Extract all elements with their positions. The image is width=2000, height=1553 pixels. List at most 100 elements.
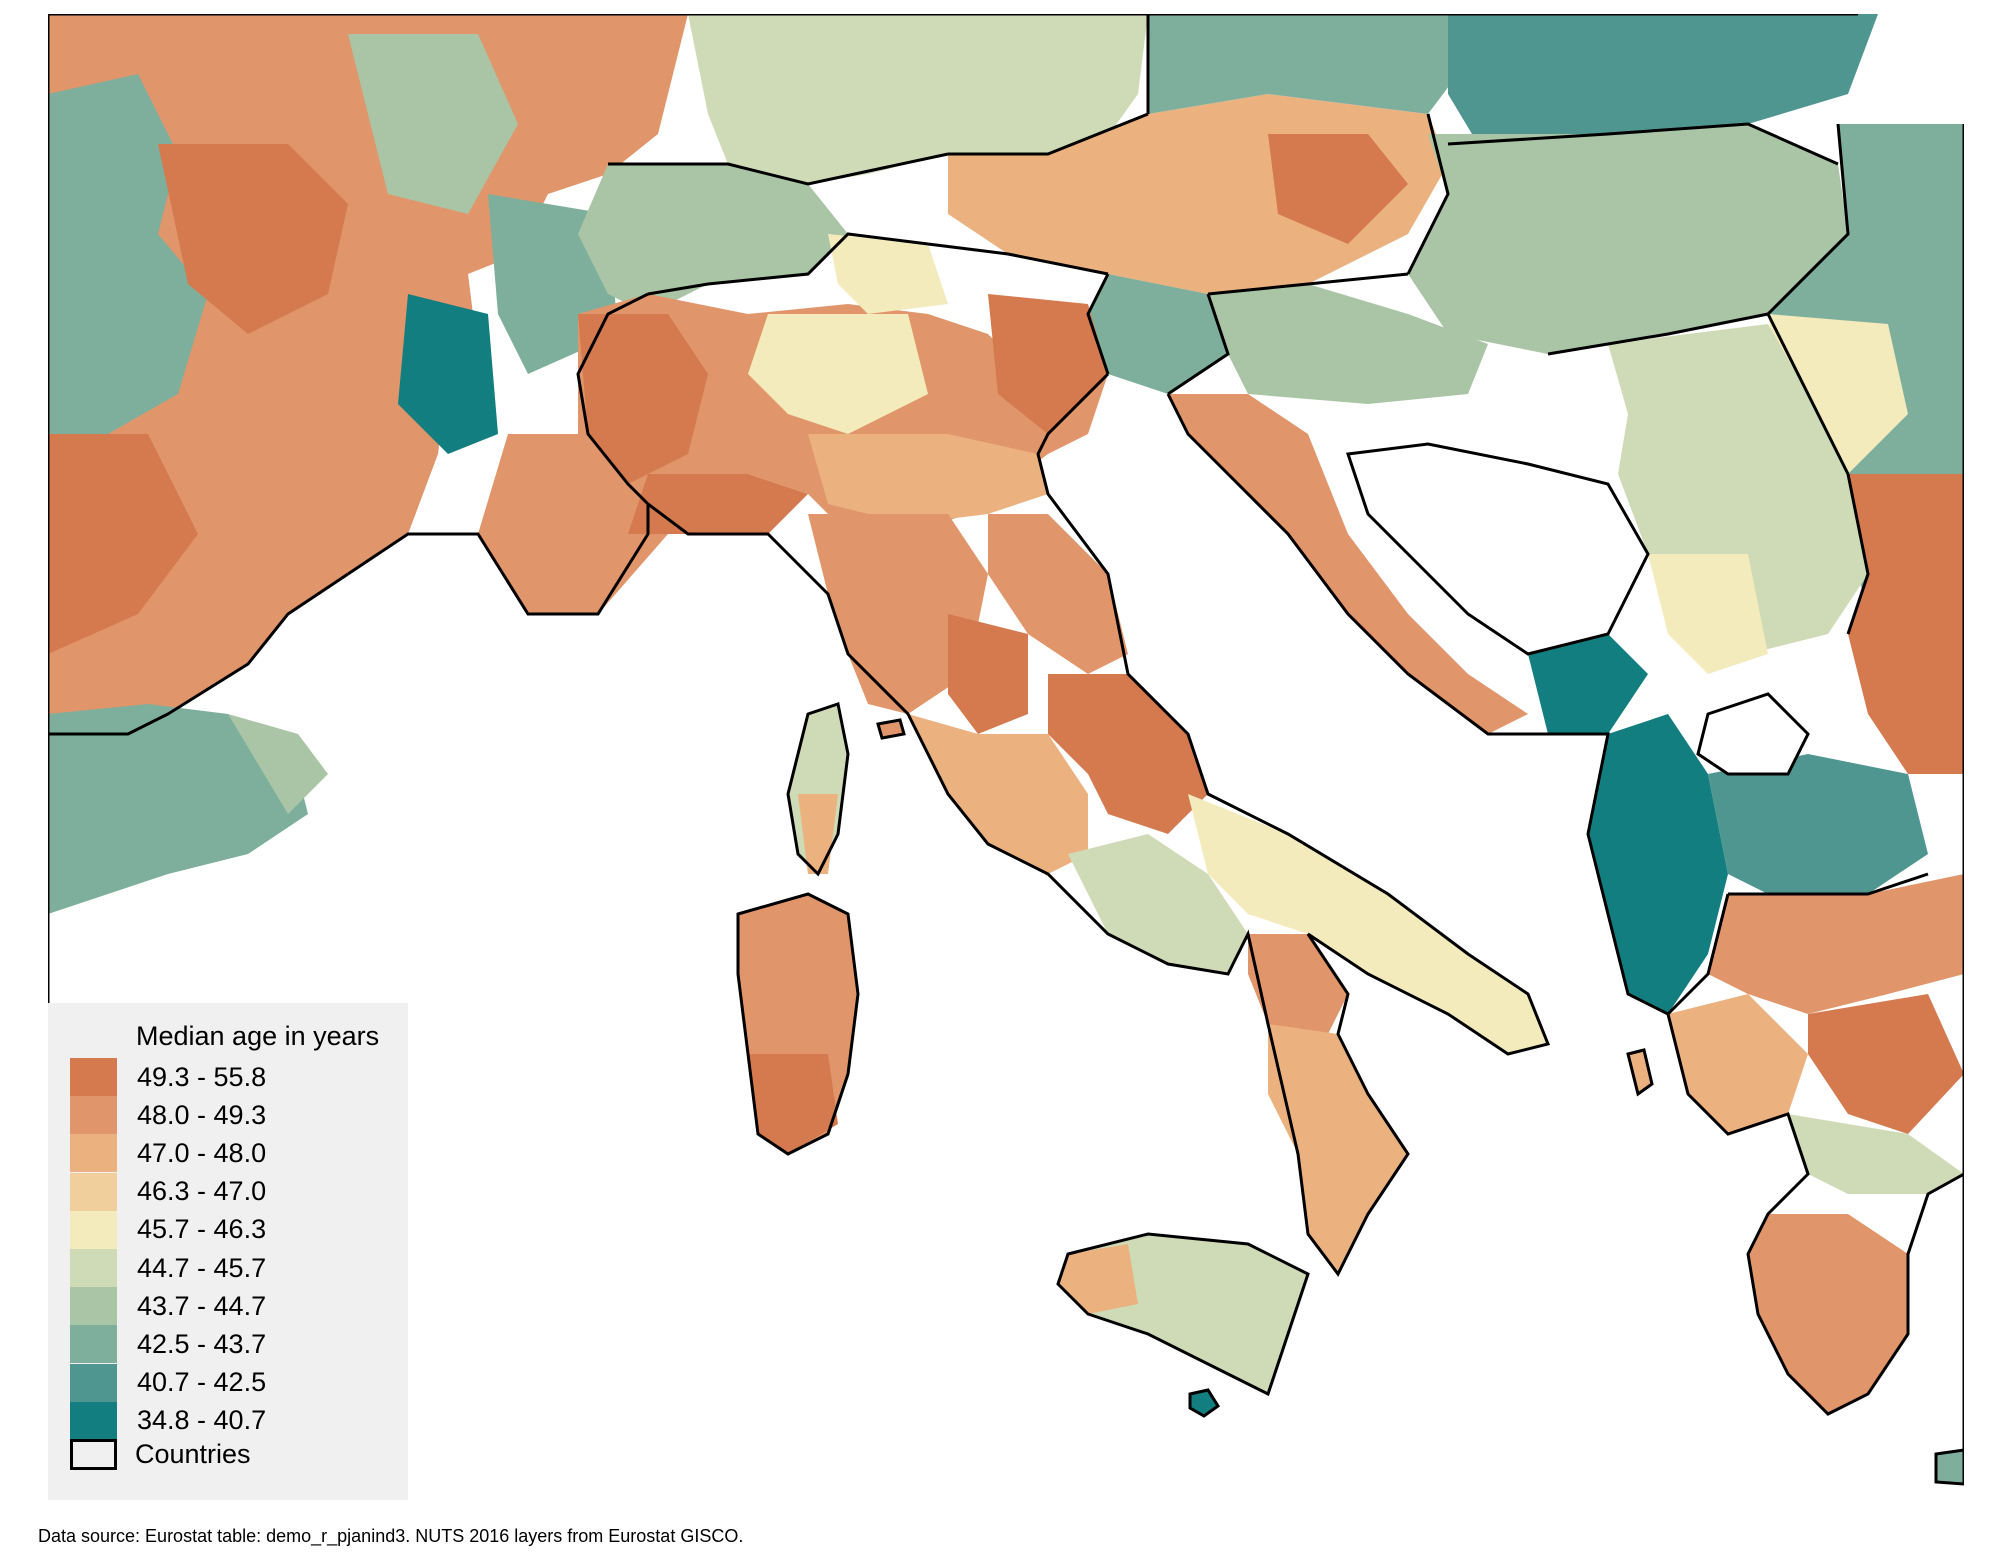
legend-class-row: 45.7 - 46.3 — [70, 1210, 267, 1249]
map-legend: Median age in years 49.3 - 55.8 48.0 - 49… — [48, 1003, 408, 1500]
coast-sicily — [1056, 1232, 1310, 1397]
legend-class-label: 44.7 - 45.7 — [137, 1252, 267, 1283]
legend-swatch — [70, 1325, 117, 1364]
region-montenegro — [1528, 634, 1648, 734]
region-lazio — [908, 714, 1088, 874]
region-catalonia — [228, 714, 328, 814]
legend-class-label: 48.0 - 49.3 — [137, 1099, 267, 1130]
region-france-southwest — [48, 434, 198, 654]
region-croatia-coast — [1168, 394, 1528, 734]
border-italy-austria — [927, 242, 1109, 276]
coast-adriatic-east — [1166, 393, 1964, 1416]
legend-class-row: 47.0 - 48.0 — [70, 1134, 267, 1173]
border-slovenia-croatia — [1167, 293, 1230, 396]
legend-title: Median age in years — [136, 1021, 380, 1051]
legend-class-row: 43.7 - 44.7 — [70, 1287, 267, 1326]
region-veneto — [988, 294, 1108, 434]
island-crete-part — [1934, 1448, 1964, 1486]
legend-class-row: 49.3 - 55.8 — [70, 1058, 266, 1096]
border-slovakia-hungary — [1447, 122, 1839, 166]
region-slovenia — [1088, 274, 1228, 394]
region-france-central — [158, 144, 348, 334]
border-serbia-romania — [1766, 313, 1850, 475]
region-czechia — [1148, 14, 1458, 114]
border-albania-greece — [1666, 893, 1730, 1016]
legend-swatch — [70, 1058, 117, 1096]
region-puglia — [1188, 794, 1548, 1054]
legend-class-row: 34.8 - 40.7 — [70, 1401, 266, 1440]
region-lombardy — [748, 314, 928, 434]
no-data-countries — [1345, 442, 1810, 776]
legend-swatch — [70, 1363, 117, 1402]
border-hungary-serbia — [1547, 312, 1769, 356]
legend-swatch — [70, 1134, 117, 1173]
legend-class-row: 40.7 - 42.5 — [70, 1363, 267, 1402]
country-borders — [48, 14, 1964, 1454]
region-rhone — [398, 294, 498, 454]
region-greece-west — [1668, 994, 1808, 1134]
choropleth-map — [48, 14, 1964, 1486]
legend-class-label: 46.3 - 47.0 — [137, 1176, 267, 1207]
source-note: Data source: Eurostat table: demo_r_pjan… — [38, 1526, 744, 1546]
region-greece-thessaly — [1808, 994, 1964, 1134]
region-sicily-west — [1058, 1244, 1138, 1314]
region-greece-central — [1788, 1114, 1964, 1194]
region-n-macedonia — [1708, 754, 1928, 894]
countries-swatch — [70, 1439, 117, 1470]
legend-class-row: 42.5 - 43.7 — [70, 1325, 267, 1364]
border-france-spain — [48, 572, 349, 736]
coast-france-south — [347, 504, 650, 616]
coast-sardinia — [736, 892, 860, 1156]
region-piedmont — [578, 314, 708, 484]
region-liguria — [628, 474, 808, 534]
legend-swatch — [70, 1249, 117, 1287]
country-bosnia — [1345, 442, 1650, 656]
region-umbria — [948, 614, 1028, 734]
region-calabria — [1268, 1024, 1408, 1274]
region-greece-north — [1708, 874, 1964, 1014]
legend-class-label: 42.5 - 43.7 — [137, 1328, 267, 1359]
region-croatia-north — [1208, 284, 1488, 404]
border-italy-slovenia — [1086, 273, 1110, 375]
legend-swatch — [70, 1172, 117, 1211]
legend-swatch — [70, 1096, 117, 1135]
islands — [876, 718, 1964, 1486]
border-hungary-croatia — [1207, 272, 1409, 296]
legend-class-label: 40.7 - 42.5 — [137, 1367, 267, 1398]
region-spain-ne — [48, 704, 308, 914]
border-italy-switzerland — [647, 232, 929, 296]
legend-swatch — [70, 1401, 117, 1440]
region-france-east — [348, 34, 518, 214]
legend-class-label: 49.3 - 55.8 — [137, 1061, 267, 1092]
region-slovakia — [1448, 14, 1878, 144]
legend-class-label: 47.0 - 48.0 — [137, 1137, 267, 1168]
region-tuscany — [808, 514, 988, 714]
border-austria-germany — [948, 112, 1149, 156]
region-marche — [988, 514, 1128, 674]
legend-class-row: 46.3 - 47.0 — [70, 1172, 267, 1211]
border-france-italy — [576, 292, 650, 506]
legend-class-label: 45.7 - 46.3 — [137, 1214, 267, 1245]
country-kosovo — [1696, 692, 1810, 776]
region-serbia-south — [1648, 554, 1768, 674]
region-emilia — [808, 434, 1048, 524]
border-switzerland-germany — [608, 152, 949, 186]
region-austria-east — [1268, 134, 1408, 244]
region-trentino — [828, 234, 948, 314]
border-austria-hungary — [1406, 113, 1450, 275]
region-bulgaria — [1848, 474, 1964, 774]
legend-class-label: 43.7 - 44.7 — [137, 1290, 267, 1321]
region-switzerland — [578, 164, 848, 314]
land-regions — [48, 14, 1964, 1414]
region-peloponnese — [1748, 1214, 1908, 1414]
region-sardinia-south — [748, 1054, 838, 1154]
border-hungary-romania — [1766, 123, 1850, 316]
border-serbia-bulgaria — [1846, 473, 1870, 635]
map-canvas — [48, 14, 1964, 1486]
island-elba — [876, 718, 906, 740]
legend-class-row: 48.0 - 49.3 — [70, 1096, 267, 1135]
countries-label: Countries — [135, 1439, 251, 1469]
region-albania — [1588, 714, 1728, 1014]
coast-corsica — [786, 702, 850, 877]
region-campania — [1068, 834, 1248, 974]
